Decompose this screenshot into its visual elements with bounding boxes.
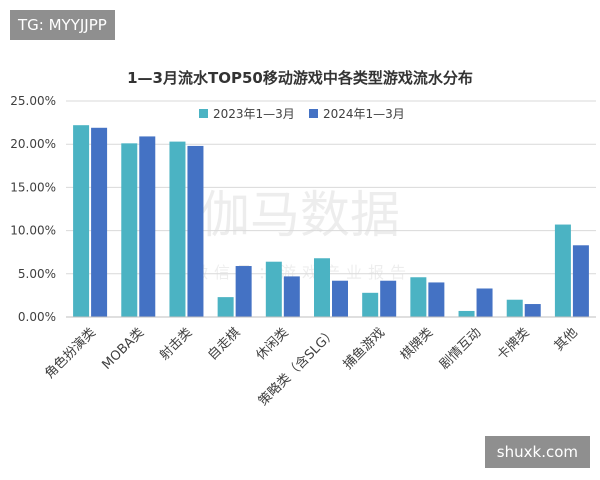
- legend-swatch: [309, 109, 318, 118]
- x-tick-label: 剧情互动: [437, 325, 484, 372]
- bar-2023-5: [314, 258, 330, 317]
- legend-swatch: [199, 109, 208, 118]
- tg-badge: TG: MYYJJPP: [10, 10, 115, 40]
- bar-2024-6: [380, 280, 397, 317]
- x-tick-label: 其他: [552, 325, 581, 354]
- x-tick-label: 棋牌类: [397, 325, 436, 364]
- bar-2024-10: [572, 245, 589, 317]
- legend-label: 2023年1—3月: [213, 107, 295, 121]
- bar-2024-3: [235, 266, 252, 317]
- bar-2023-4: [265, 261, 282, 317]
- legend: 2023年1—3月 2024年1—3月: [199, 107, 405, 121]
- y-tick-label: 10.00%: [10, 224, 56, 238]
- y-tick-label: 15.00%: [10, 180, 56, 194]
- bar-2023-6: [362, 292, 379, 317]
- x-tick-label: 自走棋: [205, 325, 243, 363]
- bar-2024-1: [139, 136, 156, 317]
- chart-title: 1—3月流水TOP50移动游戏中各类型游戏流水分布: [127, 69, 473, 87]
- bar-2024-9: [524, 304, 541, 317]
- bar-2023-10: [554, 224, 571, 317]
- bar-2024-4: [283, 276, 300, 317]
- bar-2023-8: [458, 310, 475, 317]
- watermark-main: 伽马数据: [200, 186, 400, 244]
- bar-2023-1: [121, 143, 138, 317]
- x-tick-label: 卡牌类: [494, 325, 533, 364]
- y-tick-label: 5.00%: [18, 267, 56, 281]
- y-tick-label: 25.00%: [10, 94, 56, 108]
- watermark-sub: 微信号：游戏产业报告: [192, 263, 412, 282]
- x-tick-label: 休闲类: [253, 325, 291, 363]
- x-tick-label: MOBA类: [100, 325, 148, 373]
- bar-2023-3: [217, 297, 234, 317]
- bar-2024-8: [476, 288, 493, 317]
- bar-2023-0: [73, 125, 90, 317]
- bar-2024-2: [187, 145, 204, 317]
- bar-2024-5: [332, 280, 348, 317]
- bar-2023-2: [169, 141, 186, 317]
- x-tick-label: 射击类: [156, 325, 195, 364]
- site-badge: shuxk.com: [484, 436, 590, 468]
- bar-2023-7: [410, 277, 427, 317]
- y-tick-label: 0.00%: [18, 310, 56, 324]
- x-tick-label: 捕鱼游戏: [340, 325, 388, 373]
- y-tick-label: 20.00%: [10, 137, 56, 151]
- bar-2023-9: [506, 299, 523, 317]
- bar-2024-0: [91, 127, 108, 317]
- bars-layer: [73, 125, 589, 317]
- x-tick-label: 角色扮演类: [42, 325, 99, 382]
- legend-label: 2024年1—3月: [323, 107, 405, 121]
- bar-2024-7: [428, 282, 445, 317]
